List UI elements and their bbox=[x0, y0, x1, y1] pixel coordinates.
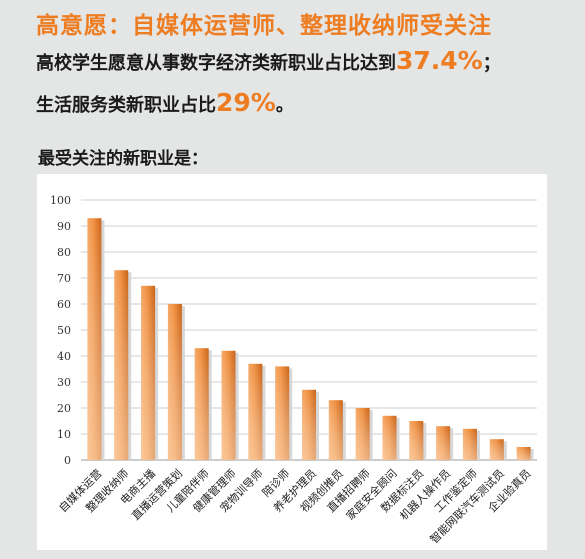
life-service-percent: 29% bbox=[216, 88, 276, 117]
y-tick-label: 70 bbox=[57, 272, 71, 285]
digital-economy-end: ； bbox=[482, 53, 501, 74]
y-tick-label: 50 bbox=[57, 324, 71, 337]
bar-highlight bbox=[489, 439, 504, 460]
bar-layer bbox=[87, 218, 534, 460]
bar-highlight bbox=[194, 348, 209, 460]
life-service-text: 生活服务类新职业占比 bbox=[36, 95, 216, 116]
life-service-end: 。 bbox=[275, 95, 294, 116]
bar-highlight bbox=[167, 304, 182, 460]
bar-highlight bbox=[328, 400, 343, 460]
life-service-line: 生活服务类新职业占比29%。 bbox=[36, 88, 294, 117]
headline: 高意愿：自媒体运营师、整理收纳师受关注 bbox=[36, 13, 492, 39]
y-tick-label: 100 bbox=[50, 194, 71, 207]
y-tick-label: 80 bbox=[57, 246, 71, 259]
digital-economy-line: 高校学生愿意从事数字经济类新职业占比达到37.4%； bbox=[36, 46, 501, 75]
y-tick-label: 30 bbox=[57, 376, 71, 389]
bar-highlight bbox=[275, 366, 290, 460]
y-tick-label: 0 bbox=[64, 454, 71, 467]
bar-highlight bbox=[409, 421, 424, 460]
y-tick-label: 90 bbox=[57, 220, 71, 233]
digital-economy-text: 高校学生愿意从事数字经济类新职业占比达到 bbox=[36, 53, 396, 74]
y-tick-label: 20 bbox=[57, 402, 71, 415]
digital-economy-percent: 37.4% bbox=[396, 46, 483, 75]
y-tick-label: 60 bbox=[57, 298, 71, 311]
bar-highlight bbox=[248, 363, 263, 460]
bar-highlight bbox=[87, 218, 102, 460]
chart-panel: 0 10 20 30 40 50 60 70 80 90 100 自媒体运营 整理收纳师 电商主播 直播运营… bbox=[37, 174, 547, 550]
section-title: 最受关注的新职业是： bbox=[38, 149, 208, 169]
bar-highlight bbox=[141, 285, 156, 460]
bar-highlight bbox=[382, 415, 397, 460]
bar-highlight bbox=[221, 350, 236, 460]
y-tick-label: 40 bbox=[57, 350, 71, 363]
bar-highlight bbox=[436, 426, 451, 460]
bar-chart: 0102030405060708090100自媒体运营整理收纳师电商主播直播运营… bbox=[50, 194, 537, 546]
bar-highlight bbox=[302, 389, 316, 460]
bar-highlight bbox=[516, 447, 531, 460]
bar-highlight bbox=[462, 428, 477, 460]
bar-highlight bbox=[114, 270, 129, 460]
bar-highlight bbox=[355, 408, 370, 460]
y-tick-label: 10 bbox=[57, 428, 71, 441]
